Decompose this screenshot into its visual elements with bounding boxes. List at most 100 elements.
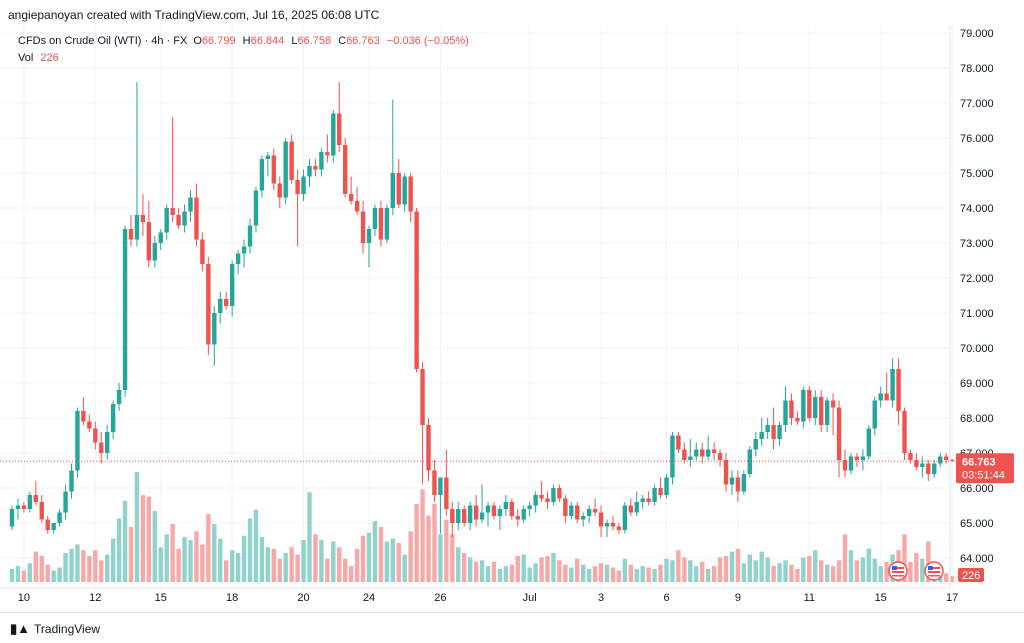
price-tick-label: 78.000 xyxy=(960,63,994,75)
event-flags[interactable] xyxy=(888,561,944,581)
volume-bar xyxy=(949,576,955,582)
candle-body xyxy=(830,400,836,408)
volume-bar xyxy=(789,564,794,582)
candle-body xyxy=(426,425,431,471)
price-tick-label: 66.000 xyxy=(960,483,994,495)
us-flag-icon[interactable] xyxy=(888,561,908,581)
chart-area[interactable]: 79.000 78.000 77.000 76.000 75.000 74.000 73.0… xyxy=(0,26,1024,612)
last-price-tag[interactable]: 66.763 03:51:44 xyxy=(956,453,1014,484)
candle-body xyxy=(259,159,265,191)
volume-bar xyxy=(122,500,128,582)
volume-bar xyxy=(670,560,675,582)
candle-body xyxy=(592,509,598,513)
price-tick-label: 65.000 xyxy=(960,518,994,530)
candle-body xyxy=(932,463,937,474)
candle-body xyxy=(354,201,360,212)
volume-bar xyxy=(301,540,306,582)
time-axis[interactable]: 10 12 15 18 20 24 26 Jul 3 6 9 11 15 17 xyxy=(0,587,958,604)
candle-body xyxy=(93,428,98,443)
candle-body xyxy=(902,411,907,453)
volume-bar xyxy=(39,555,44,582)
price-tick-label: 71.000 xyxy=(960,308,994,320)
price-tick-label: 64.000 xyxy=(960,553,994,565)
volume-bar xyxy=(801,557,806,582)
candle-body xyxy=(39,502,44,520)
legend-close-value: 66.763 xyxy=(346,35,380,47)
volume-bar xyxy=(194,531,199,582)
price-tick-label: 75.000 xyxy=(960,168,994,180)
candle-body xyxy=(920,463,925,467)
candle-body xyxy=(753,439,758,450)
candle-body xyxy=(331,113,336,156)
legend-high-label: H xyxy=(243,35,251,47)
volume-bar xyxy=(158,547,163,582)
volume-bar xyxy=(646,567,651,582)
candle-body xyxy=(206,264,211,345)
time-tick-label: 26 xyxy=(434,592,446,604)
candle-body xyxy=(878,393,883,401)
candle-body xyxy=(194,197,199,240)
volume-bar xyxy=(295,554,300,582)
candle-body xyxy=(682,449,687,460)
volume-bar xyxy=(378,527,384,582)
volume-bar xyxy=(146,496,152,582)
volume-bar xyxy=(110,538,116,582)
volume-bar xyxy=(432,503,437,582)
us-flag-icon[interactable] xyxy=(924,561,944,581)
candlestick-chart[interactable]: 79.000 78.000 77.000 76.000 75.000 74.000 73.0… xyxy=(0,26,1024,612)
volume-bar xyxy=(467,557,473,582)
candle-body xyxy=(235,253,241,264)
volume-bar xyxy=(598,563,604,582)
candle-body xyxy=(366,229,372,243)
candle-body xyxy=(224,299,229,306)
time-tick-label: Jul xyxy=(523,592,537,604)
volume-bar xyxy=(634,568,639,582)
volume-bar xyxy=(753,560,758,582)
volume-bar xyxy=(711,566,717,582)
candle-body xyxy=(670,435,675,478)
legend-open-label: O xyxy=(193,35,202,47)
tradingview-logo[interactable]: ▮▲ TradingView xyxy=(10,621,100,637)
candle-body xyxy=(581,516,586,520)
candle-body xyxy=(164,208,169,233)
volume-bar xyxy=(414,503,419,582)
candle-body xyxy=(21,505,27,509)
volume-bar xyxy=(265,547,271,582)
volume-bar xyxy=(640,566,645,582)
volume-bar xyxy=(616,570,622,582)
candle-body xyxy=(485,505,491,513)
volume-bar xyxy=(87,555,92,582)
candle-body xyxy=(771,425,776,439)
candle-body xyxy=(110,404,116,432)
volume-bar xyxy=(866,548,871,582)
candle-body xyxy=(640,498,645,502)
time-tick-label: 15 xyxy=(875,592,887,604)
price-tick-label: 76.000 xyxy=(960,133,994,145)
volume-bar xyxy=(705,568,711,582)
candle-body xyxy=(289,141,294,180)
time-tick-label: 20 xyxy=(297,592,309,604)
volume-bar xyxy=(824,564,830,582)
volume-bar xyxy=(902,534,907,582)
time-tick-label: 15 xyxy=(155,592,167,604)
candle-body xyxy=(432,470,437,495)
volume-bar xyxy=(128,527,134,582)
volume-bar xyxy=(497,568,503,582)
price-axis[interactable]: 79.000 78.000 77.000 76.000 75.000 74.000 73.0… xyxy=(949,26,994,588)
candle-body xyxy=(158,232,163,243)
volume-bar xyxy=(926,541,931,582)
volume-bar xyxy=(943,573,949,582)
volume-bar xyxy=(527,567,532,582)
volume-bar xyxy=(717,557,723,582)
volume-bar xyxy=(557,560,562,582)
volume-bars xyxy=(9,472,955,582)
candle-body xyxy=(926,463,931,474)
candle-body xyxy=(408,176,413,212)
candle-body xyxy=(711,449,717,453)
volume-bar xyxy=(854,560,860,582)
volume-bar xyxy=(533,563,538,582)
candle-body xyxy=(9,509,15,527)
volume-bar xyxy=(319,540,324,582)
volume-bar xyxy=(438,534,443,582)
candle-body xyxy=(182,211,187,226)
